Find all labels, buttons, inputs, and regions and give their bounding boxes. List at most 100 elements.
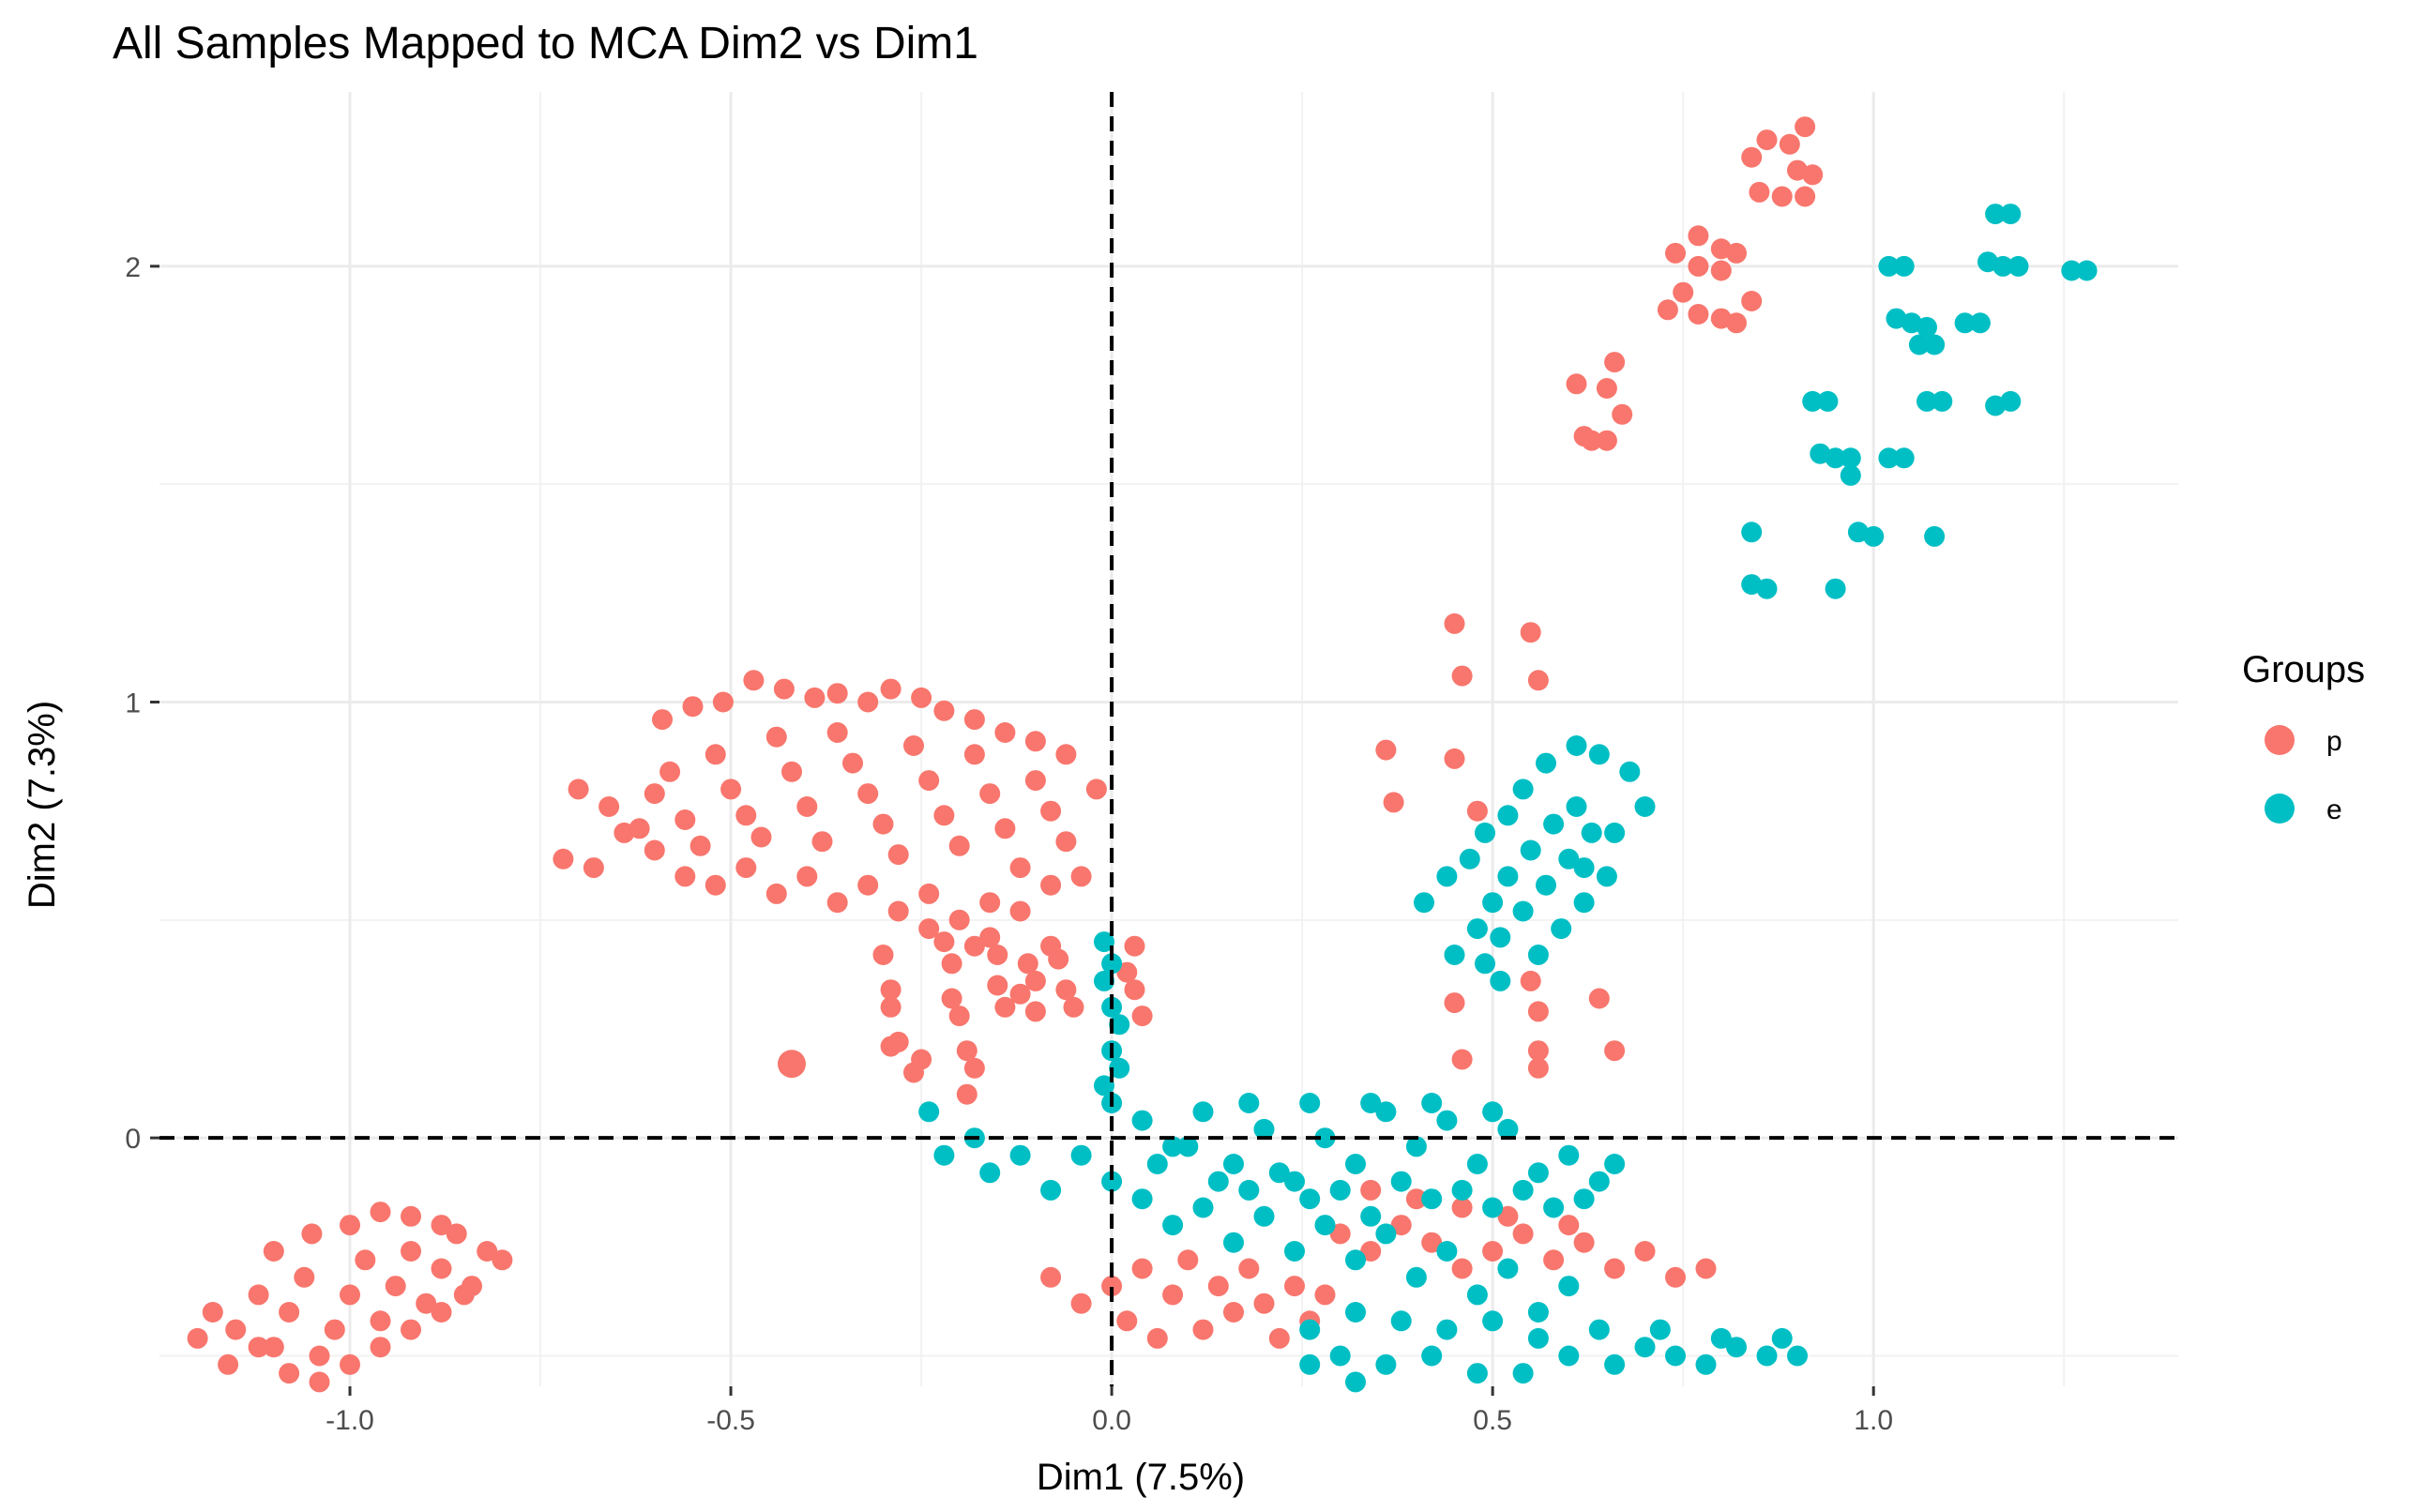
point-p [1017, 953, 1038, 975]
point-e [1436, 1319, 1458, 1340]
point-p [1802, 164, 1824, 186]
point-p [1451, 1197, 1473, 1218]
point-p [1497, 1205, 1519, 1227]
point-p [1588, 988, 1610, 1009]
y-tick-label: 2 [125, 252, 141, 283]
point-p [1101, 1276, 1123, 1297]
point-p [1116, 961, 1138, 983]
x-axis-title: Dim1 (7.5%) [1037, 1457, 1245, 1498]
point-e [1070, 1144, 1092, 1166]
point-e [1436, 1110, 1458, 1131]
point-p [614, 822, 635, 843]
axis-ticks: -1.0 -0.5 0.0 0.5 1.0 0 1 2 [125, 252, 1893, 1436]
point-p [1634, 1241, 1656, 1262]
point-e [1421, 1188, 1443, 1210]
point-p [1116, 1310, 1138, 1332]
point-e [1482, 892, 1504, 914]
point-e [1917, 316, 1937, 338]
point-e [1741, 522, 1763, 543]
point-e [1360, 1093, 1382, 1113]
point-e [1695, 1353, 1717, 1375]
point-p [1131, 1258, 1153, 1279]
point-p [1451, 1258, 1473, 1279]
y-tick-label: 0 [125, 1124, 141, 1155]
point-p [1673, 281, 1694, 303]
point-e [1466, 1284, 1488, 1306]
point-p [1048, 948, 1069, 970]
point-p [1405, 1188, 1427, 1210]
point-e [1284, 1241, 1305, 1262]
point-e [1109, 1057, 1130, 1079]
point-p [1085, 779, 1107, 800]
point-p [1024, 970, 1046, 991]
point-p [1482, 1241, 1504, 1262]
point-p [948, 835, 970, 856]
point-e [1924, 334, 1946, 355]
point-e [1131, 1110, 1153, 1131]
point-e [1436, 866, 1458, 887]
point-p [1055, 831, 1077, 853]
point-p [1657, 299, 1678, 321]
point-p [941, 953, 962, 975]
point-p [1444, 748, 1465, 769]
point-p [743, 670, 765, 691]
point-e [1375, 1223, 1397, 1245]
point-p [720, 779, 742, 800]
point-e [1094, 931, 1114, 953]
point-e [1238, 1093, 1260, 1113]
point-p [956, 1083, 977, 1105]
point-p [1520, 970, 1541, 991]
x-tick-label: -0.5 [706, 1405, 755, 1436]
point-p [933, 805, 955, 826]
point-e [1268, 1162, 1290, 1184]
point-p [1009, 857, 1031, 879]
point-e [1756, 578, 1778, 599]
point-e [1787, 1345, 1808, 1367]
point-p [553, 848, 574, 869]
point-p [1040, 1266, 1062, 1288]
point-e [1527, 1302, 1549, 1323]
legend: Groups p e [2242, 649, 2365, 825]
point-e [1390, 1171, 1412, 1192]
point-p [431, 1258, 452, 1279]
point-p [659, 761, 681, 782]
point-p [401, 1319, 421, 1340]
point-e [1520, 839, 1541, 861]
point-p [644, 839, 665, 861]
point-e [1329, 1345, 1351, 1367]
point-p [1253, 1293, 1275, 1314]
point-p [781, 761, 802, 782]
point-p [1360, 1241, 1382, 1262]
point-p [202, 1302, 223, 1323]
point-p [187, 1327, 208, 1349]
point-e [1421, 1345, 1443, 1367]
point-p [918, 883, 940, 904]
point-e [1878, 447, 1900, 469]
point-p [1604, 352, 1626, 373]
point-e [1131, 1188, 1153, 1210]
point-e [2008, 255, 2029, 277]
point-p [674, 809, 696, 830]
point-p [248, 1284, 269, 1306]
point-e [1512, 900, 1534, 922]
point-e [1284, 1171, 1305, 1192]
point-p [994, 722, 1016, 743]
point-p [446, 1223, 467, 1245]
point-e [1497, 866, 1519, 887]
point-e [1588, 1171, 1610, 1192]
point-e [1482, 1310, 1504, 1332]
point-p [294, 1266, 315, 1288]
point-p [948, 1005, 970, 1027]
point-e [1466, 918, 1488, 940]
point-p [652, 709, 673, 731]
point-e [1908, 334, 1930, 355]
point-p [1520, 622, 1541, 643]
point-p [689, 835, 711, 856]
point-e [1490, 927, 1511, 948]
point-p [872, 945, 894, 965]
point-e [1512, 1363, 1534, 1384]
point-e [1299, 1093, 1321, 1113]
point-e [1581, 822, 1602, 843]
point-p [933, 931, 955, 953]
point-p [1596, 430, 1617, 451]
